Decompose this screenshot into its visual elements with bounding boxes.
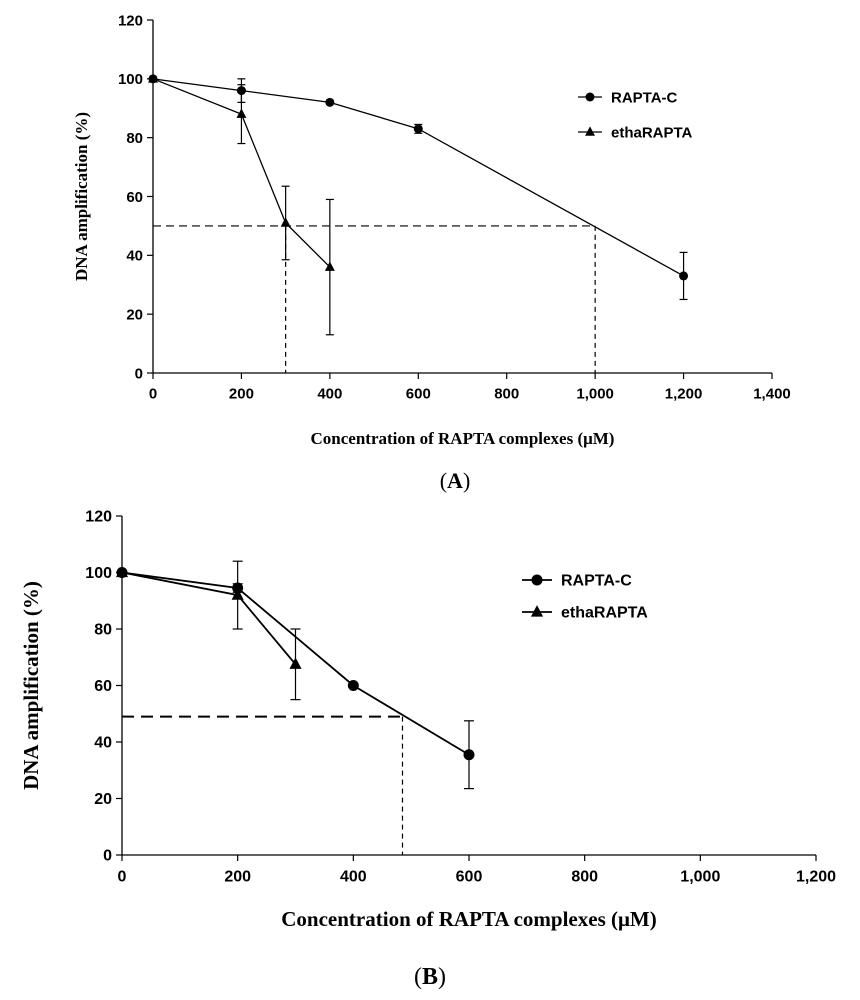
y-tick-label: 60 (94, 678, 112, 695)
y-tick-label: 120 (85, 509, 112, 526)
x-tick-label: 200 (224, 868, 251, 885)
x-tick-label: 800 (571, 868, 598, 885)
data-point (413, 124, 423, 134)
data-point (148, 73, 158, 83)
series-rapta-c (148, 74, 689, 301)
x-tick-label: 200 (229, 386, 254, 403)
data-point (115, 565, 129, 578)
x-tick-label: 1,200 (796, 868, 836, 885)
data-point (289, 657, 302, 669)
legend-marker (530, 605, 544, 617)
series-line (152, 78, 331, 268)
x-tick-label: 1,200 (665, 386, 703, 403)
x-tick-label: 400 (317, 386, 342, 403)
y-tick-label: 0 (135, 365, 143, 382)
legend-label: ethaRAPTA (611, 124, 693, 141)
legend-item-rapta-c: RAPTA-C (578, 89, 678, 106)
y-axis-title: DNA amplification (%) (19, 581, 43, 790)
data-point (231, 588, 244, 600)
panel-label: (A) (440, 468, 471, 493)
data-point (280, 217, 291, 227)
legend-marker (585, 126, 595, 136)
y-tick-label: 80 (126, 130, 143, 147)
series-etharapta (148, 73, 335, 336)
x-tick-label: 400 (340, 868, 367, 885)
x-axis-title: Concentration of RAPTA complexes (μM) (281, 907, 656, 931)
series-line (121, 571, 297, 665)
panel-label-close: ) (463, 468, 470, 493)
panel-label: (B) (414, 964, 446, 990)
y-axis-title: DNA amplification (%) (72, 112, 91, 281)
y-tick-label: 20 (94, 791, 112, 808)
series-line (152, 78, 684, 277)
x-tick-label: 1,400 (753, 386, 791, 403)
legend-label: ethaRAPTA (561, 605, 648, 622)
x-axis-title: Concentration of RAPTA complexes (μM) (311, 429, 615, 448)
y-tick-label: 120 (118, 12, 143, 29)
panel-label-letter: A (447, 468, 463, 493)
data-point (325, 97, 335, 107)
data-point (463, 749, 475, 761)
y-tick-label: 40 (126, 248, 143, 265)
legend-item-etharapta: ethaRAPTA (522, 605, 648, 622)
y-tick-label: 60 (126, 189, 143, 206)
chart-panel-a: 0 20 40 60 80 100 120 0 200 400 600 800 1,000 1,200 1,… (72, 12, 791, 493)
data-point (324, 261, 335, 271)
legend-item-rapta-c: RAPTA-C (522, 573, 632, 590)
x-tick-label: 0 (149, 386, 157, 403)
x-tick-label: 600 (406, 386, 431, 403)
x-tick-label: 600 (456, 868, 483, 885)
y-tick-label: 100 (118, 71, 143, 88)
legend-marker (585, 92, 595, 102)
legend-label: RAPTA-C (561, 573, 632, 590)
x-tick-label: 1,000 (680, 868, 720, 885)
panel-label-open: ( (414, 964, 422, 990)
x-tick-label: 0 (118, 868, 127, 885)
chart-panel-b: 0 20 40 60 80 100 120 0 200 400 600 800 1,000 1,200 DN… (19, 509, 836, 990)
y-tick-label: 0 (103, 848, 112, 865)
data-point (347, 680, 359, 691)
y-tick-label: 80 (94, 622, 112, 639)
panel-label-letter: B (422, 964, 438, 990)
panel-label-open: ( (440, 468, 447, 493)
legend-marker (531, 574, 543, 586)
x-tick-label: 800 (494, 386, 519, 403)
x-tick-label: 1,000 (576, 386, 614, 403)
panel-label-close: ) (438, 964, 446, 990)
series-etharapta (115, 560, 302, 701)
y-tick-label: 20 (126, 306, 143, 323)
legend-label: RAPTA-C (611, 89, 678, 106)
y-tick-label: 40 (94, 735, 112, 752)
legend-item-etharapta: ethaRAPTA (578, 124, 693, 141)
y-tick-label: 100 (85, 565, 112, 582)
data-point (679, 271, 689, 281)
data-point (236, 108, 247, 118)
